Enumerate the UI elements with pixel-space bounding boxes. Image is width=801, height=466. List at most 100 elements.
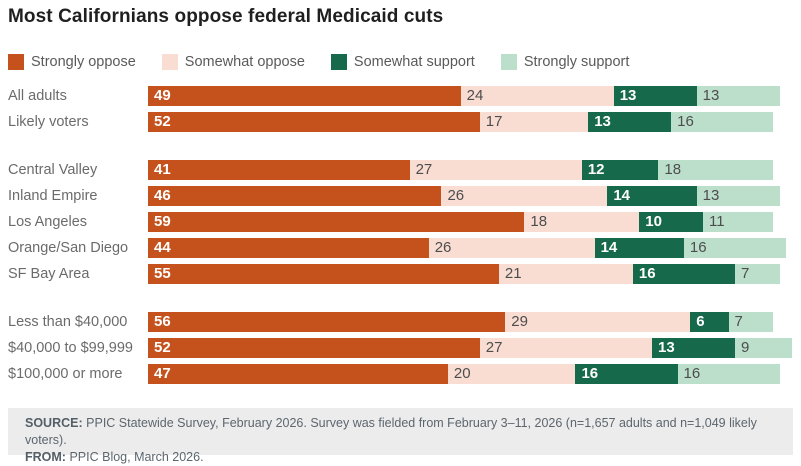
source-line: SOURCE: PPIC Statewide Survey, February …: [25, 415, 783, 449]
legend-label: Strongly oppose: [31, 54, 136, 70]
row-label: Los Angeles: [8, 214, 88, 230]
bar-segment-strongly-support: 16: [671, 112, 774, 132]
bar-row: Likely voters 52 17 13 16: [0, 112, 801, 132]
bar-stack: 59 18 10 11: [148, 212, 774, 232]
bar-row: Less than $40,000 56 29 6 7: [0, 312, 801, 332]
bar-row: Central Valley 41 27 12 18: [0, 160, 801, 180]
bar-row: Inland Empire 46 26 14 13: [0, 186, 801, 206]
segment-value: 29: [511, 313, 528, 330]
segment-value: 14: [600, 239, 618, 256]
bar-segment-strongly-oppose: 55: [148, 264, 499, 284]
bar-segment-strongly-support: 13: [696, 186, 780, 206]
from-line: FROM: PPIC Blog, March 2026.: [25, 449, 783, 466]
segment-value: 16: [677, 113, 694, 130]
legend-item: Strongly oppose: [8, 54, 136, 70]
bar-row: SF Bay Area 55 21 16 7: [0, 264, 801, 284]
segment-value: 16: [689, 239, 707, 256]
from-text: PPIC Blog, March 2026.: [69, 450, 204, 464]
segment-value: 47: [154, 365, 171, 382]
bar-segment-somewhat-support: 13: [613, 86, 697, 106]
segment-value: 52: [154, 113, 171, 130]
bar-stack: 49 24 13 13: [148, 86, 780, 106]
group-divider-space: [0, 290, 801, 312]
legend-label: Strongly support: [523, 54, 630, 70]
chart-title: Most Californians oppose federal Medicai…: [8, 6, 444, 27]
segment-value: 27: [485, 339, 503, 356]
stacked-bar-chart: All adults 49 24 13 13 Likely voters 52 17 13 16 C…: [0, 86, 801, 390]
segment-value: 18: [664, 161, 682, 178]
legend-item: Strongly support: [500, 54, 630, 70]
bar-segment-strongly-support: 16: [677, 364, 780, 384]
bar-segment-somewhat-support: 13: [588, 112, 672, 132]
bar-segment-somewhat-oppose: 29: [505, 312, 691, 332]
bar-row: $100,000 or more 47 20 16 16: [0, 364, 801, 384]
bar-stack: 47 20 16 16: [148, 364, 780, 384]
row-label: $100,000 or more: [8, 366, 123, 382]
bar-stack: 41 27 12 18: [148, 160, 774, 180]
bar-segment-somewhat-support: 16: [632, 264, 735, 284]
legend: Strongly oppose Somewhat oppose Somewhat s…: [8, 54, 629, 70]
bar-stack: 55 21 16 7: [148, 264, 780, 284]
segment-value: 13: [702, 187, 720, 204]
segment-value: 9: [740, 339, 750, 356]
segment-value: 11: [709, 213, 725, 230]
bar-segment-strongly-oppose: 59: [148, 212, 525, 232]
legend-swatch-icon: [500, 54, 517, 70]
segment-value: 6: [696, 313, 705, 330]
legend-item: Somewhat support: [330, 54, 475, 70]
bar-segment-strongly-oppose: 47: [148, 364, 448, 384]
bar-segment-somewhat-support: 10: [639, 212, 704, 232]
bar-stack: 52 27 13 9: [148, 338, 793, 358]
segment-value: 14: [613, 187, 631, 204]
bar-segment-strongly-support: 11: [703, 212, 774, 232]
segment-value: 21: [504, 265, 522, 282]
row-label: $40,000 to $99,999: [8, 340, 133, 356]
segment-value: 13: [658, 339, 675, 356]
bar-segment-strongly-support: 9: [734, 338, 793, 358]
bar-segment-somewhat-oppose: 27: [409, 160, 582, 180]
segment-value: 59: [154, 213, 171, 230]
segment-value: 16: [638, 265, 656, 282]
source-text: PPIC Statewide Survey, February 2026. Su…: [25, 416, 757, 447]
bar-stack: 52 17 13 16: [148, 112, 774, 132]
bar-segment-strongly-oppose: 44: [148, 238, 429, 258]
bar-segment-somewhat-oppose: 18: [524, 212, 640, 232]
bar-segment-strongly-support: 7: [728, 312, 774, 332]
row-label: Orange/San Diego: [8, 240, 129, 256]
row-label: All adults: [8, 88, 67, 104]
bar-segment-strongly-oppose: 52: [148, 112, 480, 132]
bar-segment-strongly-oppose: 41: [148, 160, 410, 180]
bar-segment-somewhat-oppose: 17: [479, 112, 589, 132]
bar-row: Orange/San Diego 44 26 14 16: [0, 238, 801, 258]
segment-value: 20: [453, 365, 471, 382]
segment-value: 52: [154, 339, 171, 356]
segment-value: 12: [587, 161, 605, 178]
bar-stack: 56 29 6 7: [148, 312, 774, 332]
bar-segment-somewhat-support: 12: [581, 160, 659, 180]
legend-swatch-icon: [8, 54, 24, 70]
source-label: SOURCE:: [25, 416, 83, 430]
bar-stack: 44 26 14 16: [148, 238, 786, 258]
bar-segment-somewhat-oppose: 26: [441, 186, 608, 206]
segment-value: 49: [154, 87, 171, 104]
segment-value: 24: [466, 87, 484, 104]
bar-segment-somewhat-support: 6: [690, 312, 729, 332]
segment-value: 27: [415, 161, 433, 178]
segment-value: 13: [619, 87, 637, 104]
bar-row: All adults 49 24 13 13: [0, 86, 801, 106]
segment-value: 41: [154, 161, 171, 178]
bar-segment-strongly-support: 13: [696, 86, 780, 106]
source-note: SOURCE: PPIC Statewide Survey, February …: [8, 408, 793, 464]
segment-value: 13: [594, 113, 611, 130]
group-divider-space: [0, 138, 801, 160]
segment-value: 7: [740, 265, 750, 282]
segment-value: 13: [702, 87, 720, 104]
row-label: Central Valley: [8, 162, 98, 178]
segment-value: 10: [645, 213, 662, 230]
segment-value: 56: [154, 313, 171, 330]
bar-segment-somewhat-support: 16: [575, 364, 678, 384]
bar-row: Los Angeles 59 18 10 11: [0, 212, 801, 232]
segment-value: 55: [154, 265, 171, 282]
segment-value: 7: [734, 313, 743, 330]
bar-segment-somewhat-support: 14: [594, 238, 684, 258]
